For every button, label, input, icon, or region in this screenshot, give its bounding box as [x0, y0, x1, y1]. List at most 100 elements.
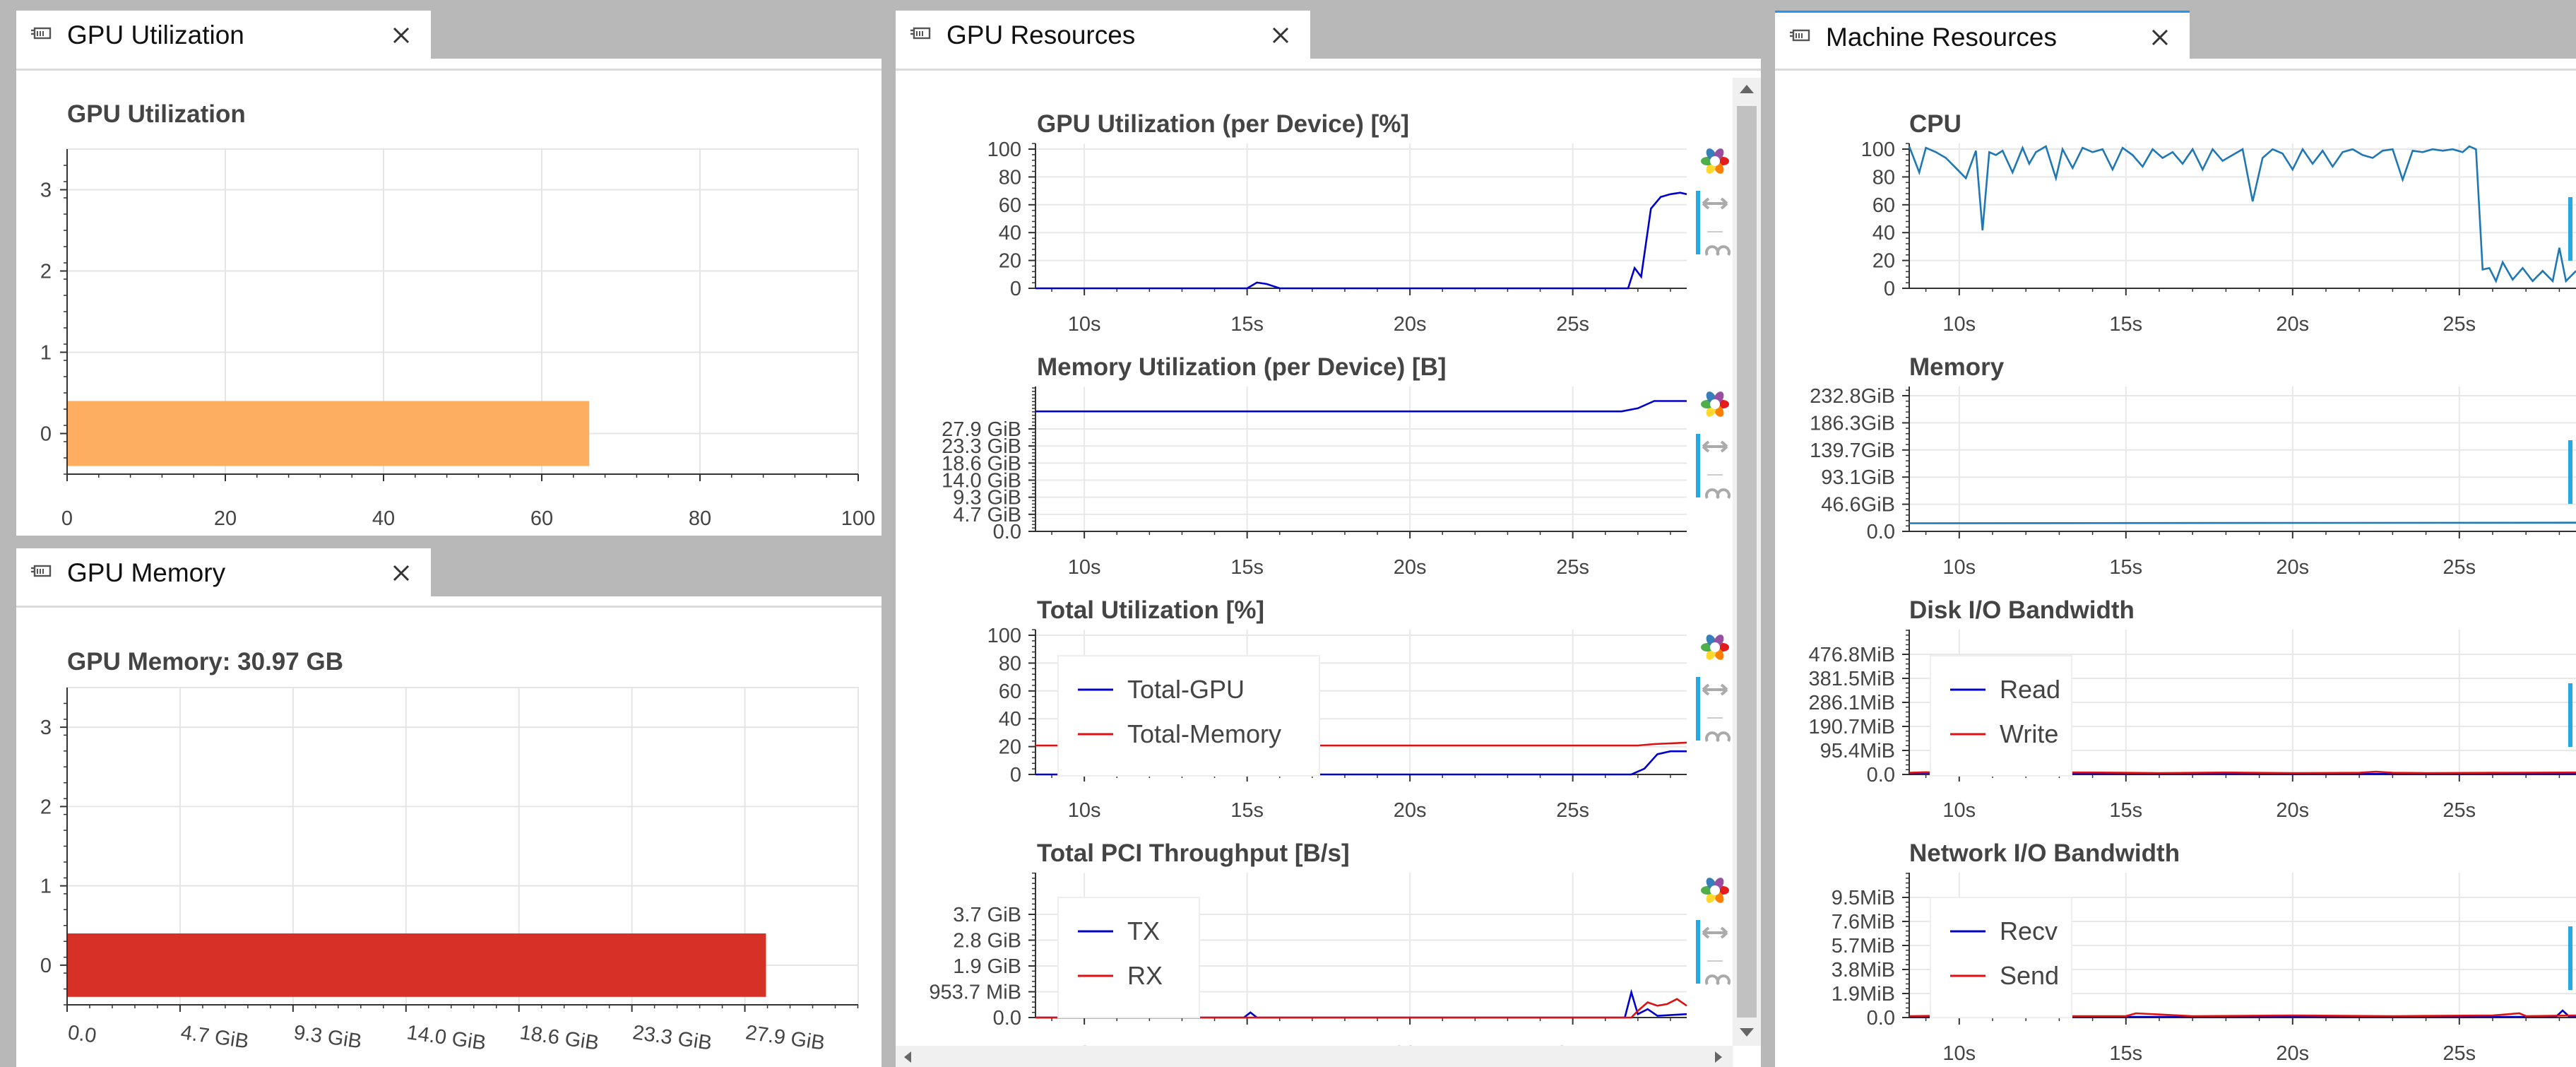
tab-label: GPU Utilization [67, 20, 244, 49]
x-tick-label: 10s [1942, 556, 1976, 579]
scrollbar-thumb[interactable] [1737, 106, 1757, 1018]
x-tick-label: 20s [1394, 556, 1427, 579]
line-chart: Total Utilization [%] 100 80 60 40 20 0 10s 15s 2… [987, 596, 1687, 822]
x-tick-label: 23.3 GiB [631, 1021, 713, 1054]
gpu-memory-chart: GPU Memory: 30.97 GB 0 1 2 3 0.0 4.7 GiB 9.3 G… [40, 648, 859, 1055]
x-tick-label: 25s [2443, 1042, 2476, 1065]
machine-resources-charts: CPU 100 80 60 40 20 0 10s 15s 20s 25s Memory 232.8Gi… [1808, 110, 2576, 1065]
x-tick-label: 15s [2109, 1042, 2142, 1065]
y-tick-label: 476.8MiB [1808, 644, 1895, 666]
pan-tool-icon[interactable] [1702, 440, 1728, 453]
tab-gpu-memory[interactable]: GPU Memory [16, 548, 431, 596]
x-tick-label: 25s [1556, 556, 1589, 579]
line-chart: GPU Utilization (per Device) [%] 100 80 60 4… [987, 110, 1687, 336]
chart-title: Disk I/O Bandwidth [1909, 596, 2135, 624]
legend-box [1057, 897, 1200, 1018]
bar [67, 401, 590, 466]
x-tick-label: 20s [2276, 799, 2309, 822]
vertical-scrollbar[interactable] [1733, 78, 1761, 1046]
x-tick-label: 20s [2276, 556, 2309, 579]
active-tool-indicator [2568, 683, 2572, 747]
series-line [1035, 741, 1687, 747]
logo-center [1710, 399, 1720, 409]
scroll-right-arrow[interactable] [1715, 1051, 1722, 1063]
close-icon[interactable] [388, 560, 414, 586]
close-icon[interactable] [1268, 23, 1293, 48]
reset-tool-icon[interactable] [1705, 731, 1731, 742]
x-tick-label: 20s [1394, 1042, 1427, 1046]
y-tick-label: 100 [987, 138, 1021, 161]
line-chart: CPU 100 80 60 40 20 0 10s 15s 20s 25s [1861, 110, 2576, 336]
tab-gpu-resources[interactable]: GPU Resources [896, 11, 1310, 59]
series-line [1035, 191, 1687, 290]
legend-label: RX [1127, 961, 1163, 990]
y-tick-label: 0 [40, 423, 52, 446]
x-tick-label: 25s [2443, 313, 2476, 336]
chart-title: GPU Memory: 30.97 GB [67, 648, 343, 676]
x-tick-label: 15s [1230, 1042, 1264, 1046]
y-tick-label: 9.3 GiB [953, 487, 1021, 509]
close-icon[interactable] [2147, 25, 2173, 50]
y-tick-label: 3.7 GiB [953, 904, 1021, 926]
scroll-up-arrow[interactable] [1740, 85, 1754, 93]
series-line [1908, 145, 2576, 284]
scroll-left-arrow[interactable] [904, 1051, 911, 1063]
scroll-down-arrow[interactable] [1740, 1028, 1754, 1037]
legend-label: Total-Memory [1127, 719, 1281, 748]
gpu-utilization-chart: GPU Utilization 0 1 2 3 0 20 40 60 80 100 [40, 100, 875, 530]
chart-toolbar [1696, 878, 1731, 985]
series-line [1035, 400, 1687, 413]
gpu-resources-charts: GPU Utilization (per Device) [%] 100 80 60 4… [929, 110, 1731, 1046]
line-chart: Total PCI Throughput [B/s] 3.7 GiB 2.8 GiB… [929, 839, 1687, 1046]
y-tick-label: 3.8MiB [1832, 959, 1895, 981]
legend-label: Send [2000, 961, 2059, 990]
pan-tool-icon[interactable] [1702, 683, 1728, 696]
y-tick-label: 100 [987, 625, 1021, 647]
line-chart: Network I/O Bandwidth 9.5MiB7.6MiB5.7MiB3… [1832, 839, 2576, 1065]
pan-tool-icon[interactable] [1702, 926, 1728, 939]
chart-toolbar [1696, 635, 1731, 742]
x-tick-label: 14.0 GiB [405, 1021, 487, 1054]
y-tick-label: 139.7GiB [1810, 440, 1895, 462]
y-tick-label: 0.0 [1867, 521, 1895, 543]
logo-center [1710, 885, 1720, 895]
x-tick-label: 15s [2109, 799, 2142, 822]
logo-center [1710, 642, 1720, 652]
reset-tool-icon[interactable] [1705, 974, 1731, 985]
y-tick-label: 232.8GiB [1810, 385, 1895, 408]
reset-tool-icon[interactable] [1705, 245, 1731, 256]
reset-tool-icon[interactable] [1705, 488, 1731, 499]
horizontal-scrollbar[interactable] [896, 1046, 1733, 1067]
x-tick-label: 100 [841, 507, 875, 530]
line-chart: Memory 232.8GiB 186.3GiB 139.7GiB 93.1GiB 46.… [1810, 353, 2576, 579]
panel-icon [31, 27, 52, 40]
chart-title: Total PCI Throughput [B/s] [1037, 839, 1350, 867]
y-tick-label: 0.0 [1867, 764, 1895, 786]
y-tick-label: 80 [999, 652, 1021, 675]
y-tick-label: 4.7 GiB [953, 504, 1021, 526]
y-tick-label: 0 [40, 955, 52, 977]
x-tick-label: 25s [2443, 556, 2476, 579]
x-tick-label: 15s [1230, 313, 1264, 336]
x-tick-label: 20s [1394, 313, 1427, 336]
x-tick-label: 15s [1230, 556, 1264, 579]
tab-gpu-utilization[interactable]: GPU Utilization [16, 11, 431, 59]
pan-tool-icon[interactable] [1702, 197, 1728, 210]
legend: Total-GPU Total-Memory [1057, 655, 1320, 777]
x-tick-label: 20s [2276, 1042, 2309, 1065]
x-tick-label: 4.7 GiB [179, 1021, 250, 1053]
close-icon[interactable] [388, 23, 414, 48]
series-line [1909, 1009, 2576, 1018]
y-tick-label: 5.7MiB [1832, 935, 1895, 957]
y-tick-label: 95.4MiB [1820, 740, 1895, 762]
tab-machine-resources[interactable]: Machine Resources [1775, 11, 2190, 59]
logo-center [1710, 156, 1720, 166]
active-tool-indicator [1696, 434, 1700, 497]
y-tick-label: 46.6GiB [1821, 494, 1895, 517]
y-tick-label: 3 [40, 717, 52, 739]
y-tick-label: 2 [40, 796, 52, 818]
x-tick-label: 15s [2109, 556, 2142, 579]
y-tick-label: 20 [1872, 250, 1895, 273]
x-tick-label: 0 [61, 507, 73, 530]
x-tick-label: 9.3 GiB [292, 1021, 363, 1053]
